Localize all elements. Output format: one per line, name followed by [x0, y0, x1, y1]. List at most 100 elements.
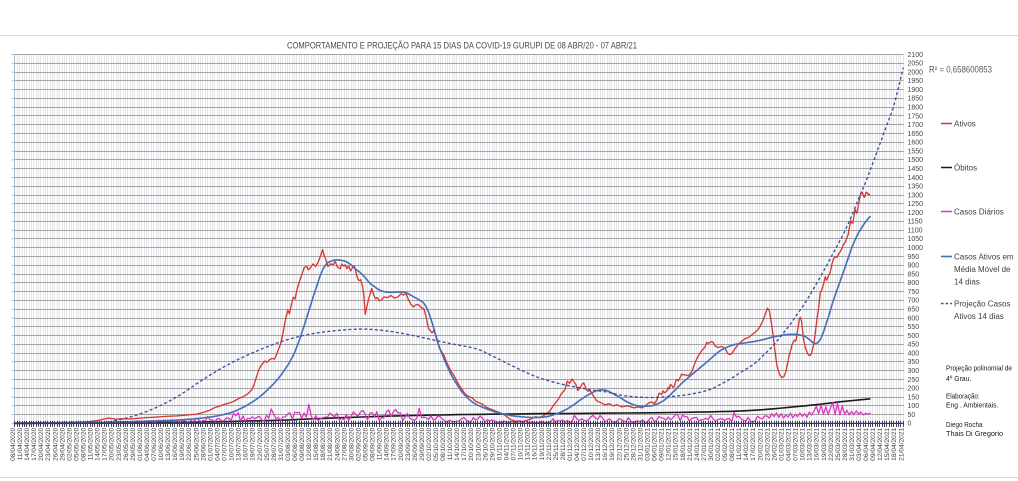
svg-text:350: 350	[908, 359, 920, 366]
svg-text:Média Móvel de: Média Móvel de	[954, 265, 1011, 274]
svg-text:01/06/2020: 01/06/2020	[137, 427, 144, 460]
svg-text:08/04/2020: 08/04/2020	[10, 427, 17, 460]
svg-text:14/04/2020: 14/04/2020	[24, 427, 31, 460]
svg-text:2000: 2000	[908, 69, 924, 76]
svg-text:900: 900	[908, 263, 920, 270]
svg-text:05/02/2021: 05/02/2021	[722, 427, 729, 460]
svg-text:16/06/2020: 16/06/2020	[172, 427, 179, 460]
svg-text:650: 650	[908, 307, 920, 314]
svg-text:30/01/2021: 30/01/2021	[708, 427, 715, 460]
svg-text:1600: 1600	[908, 140, 924, 147]
svg-text:19/12/2020: 19/12/2020	[609, 427, 616, 460]
svg-text:17/05/2020: 17/05/2020	[102, 427, 109, 460]
svg-text:13/12/2020: 13/12/2020	[595, 427, 602, 460]
svg-text:Diego Rocha: Diego Rocha	[946, 420, 983, 429]
svg-text:1150: 1150	[908, 219, 923, 226]
svg-text:28/06/2020: 28/06/2020	[200, 427, 207, 460]
svg-text:26/02/2021: 26/02/2021	[771, 427, 778, 460]
svg-text:05/05/2020: 05/05/2020	[74, 427, 81, 460]
svg-text:01/03/2021: 01/03/2021	[779, 427, 786, 460]
svg-text:09/08/2020: 09/08/2020	[299, 427, 306, 460]
svg-text:27/08/2020: 27/08/2020	[341, 427, 348, 460]
svg-text:26/09/2020: 26/09/2020	[412, 427, 419, 460]
svg-text:19/06/2020: 19/06/2020	[179, 427, 186, 460]
svg-text:14/02/2021: 14/02/2021	[743, 427, 750, 460]
svg-text:28/07/2020: 28/07/2020	[271, 427, 278, 460]
svg-text:Ativos 14 dias: Ativos 14 dias	[954, 312, 1004, 321]
svg-text:23/04/2020: 23/04/2020	[45, 427, 52, 460]
svg-text:21/01/2021: 21/01/2021	[687, 427, 694, 460]
svg-text:22/03/2021: 22/03/2021	[828, 427, 835, 460]
svg-text:1550: 1550	[908, 148, 924, 155]
svg-text:1500: 1500	[908, 157, 924, 164]
svg-text:05/10/2020: 05/10/2020	[433, 427, 440, 460]
svg-text:11/05/2020: 11/05/2020	[88, 427, 95, 460]
svg-text:18/08/2020: 18/08/2020	[320, 427, 327, 460]
svg-text:25/07/2020: 25/07/2020	[264, 427, 271, 460]
svg-text:23/10/2020: 23/10/2020	[475, 427, 482, 460]
svg-text:17/04/2020: 17/04/2020	[31, 427, 38, 460]
svg-text:02/10/2020: 02/10/2020	[426, 427, 433, 460]
svg-text:450: 450	[908, 342, 920, 349]
svg-text:03/08/2020: 03/08/2020	[285, 427, 292, 460]
svg-text:13/03/2021: 13/03/2021	[807, 427, 814, 460]
svg-text:17/09/2020: 17/09/2020	[391, 427, 398, 460]
svg-text:22/07/2020: 22/07/2020	[257, 427, 264, 460]
svg-text:20/05/2020: 20/05/2020	[109, 427, 116, 460]
svg-text:R² = 0,658600853: R² = 0,658600853	[929, 65, 992, 75]
svg-text:28/12/2020: 28/12/2020	[630, 427, 637, 460]
svg-text:22/06/2020: 22/06/2020	[186, 427, 193, 460]
svg-text:01/11/2020: 01/11/2020	[497, 427, 504, 460]
svg-text:250: 250	[908, 377, 920, 384]
svg-text:31/07/2020: 31/07/2020	[278, 427, 285, 460]
svg-text:04/12/2020: 04/12/2020	[574, 427, 581, 460]
svg-text:2100: 2100	[908, 52, 924, 59]
svg-text:1950: 1950	[908, 78, 924, 85]
svg-text:1000: 1000	[908, 245, 924, 252]
svg-text:1050: 1050	[908, 236, 924, 243]
svg-text:08/10/2020: 08/10/2020	[440, 427, 447, 460]
svg-text:24/08/2020: 24/08/2020	[334, 427, 341, 460]
svg-text:20/10/2020: 20/10/2020	[468, 427, 475, 460]
svg-text:Casos Ativos em: Casos Ativos em	[954, 253, 1014, 262]
svg-text:50: 50	[908, 412, 916, 419]
svg-text:150: 150	[908, 394, 920, 401]
svg-text:23/02/2021: 23/02/2021	[764, 427, 771, 460]
svg-text:Elaboração:: Elaboração:	[946, 391, 980, 400]
svg-text:08/02/2021: 08/02/2021	[729, 427, 736, 460]
svg-text:1850: 1850	[908, 96, 924, 103]
svg-text:14/05/2020: 14/05/2020	[95, 427, 102, 460]
svg-text:02/05/2020: 02/05/2020	[66, 427, 73, 460]
svg-text:16/12/2020: 16/12/2020	[602, 427, 609, 460]
svg-text:Óbitos: Óbitos	[954, 163, 977, 172]
svg-text:14 dias: 14 dias	[954, 278, 980, 287]
svg-text:300: 300	[908, 368, 920, 375]
svg-text:29/09/2020: 29/09/2020	[419, 427, 426, 460]
svg-text:07/07/2020: 07/07/2020	[222, 427, 229, 460]
svg-text:03/01/2021: 03/01/2021	[645, 427, 652, 460]
svg-text:18/04/2021: 18/04/2021	[891, 427, 898, 460]
svg-text:10/12/2020: 10/12/2020	[588, 427, 595, 460]
svg-text:23/09/2020: 23/09/2020	[405, 427, 412, 460]
svg-text:02/02/2021: 02/02/2021	[715, 427, 722, 460]
svg-text:COMPORTAMENTO E PROJEÇÃO PARA: COMPORTAMENTO E PROJEÇÃO PARA 15 DIAS DA…	[287, 41, 637, 51]
svg-text:10/07/2020: 10/07/2020	[229, 427, 236, 460]
svg-text:750: 750	[908, 289, 920, 296]
svg-text:25/06/2020: 25/06/2020	[193, 427, 200, 460]
svg-text:1250: 1250	[908, 201, 924, 208]
svg-text:04/07/2020: 04/07/2020	[215, 427, 222, 460]
svg-text:Casos Diários: Casos Diários	[954, 207, 1004, 216]
svg-text:25/12/2020: 25/12/2020	[623, 427, 630, 460]
svg-text:1200: 1200	[908, 210, 924, 217]
svg-text:04/11/2020: 04/11/2020	[504, 427, 511, 460]
svg-text:26/10/2020: 26/10/2020	[482, 427, 489, 460]
svg-text:12/08/2020: 12/08/2020	[306, 427, 313, 460]
svg-text:07/06/2020: 07/06/2020	[151, 427, 158, 460]
svg-text:500: 500	[908, 333, 920, 340]
svg-text:13/06/2020: 13/06/2020	[165, 427, 172, 460]
svg-text:01/07/2020: 01/07/2020	[207, 427, 214, 460]
svg-text:19/07/2020: 19/07/2020	[250, 427, 257, 460]
svg-text:26/04/2020: 26/04/2020	[52, 427, 59, 460]
svg-text:15/01/2021: 15/01/2021	[673, 427, 680, 460]
svg-text:19/11/2020: 19/11/2020	[539, 427, 546, 460]
